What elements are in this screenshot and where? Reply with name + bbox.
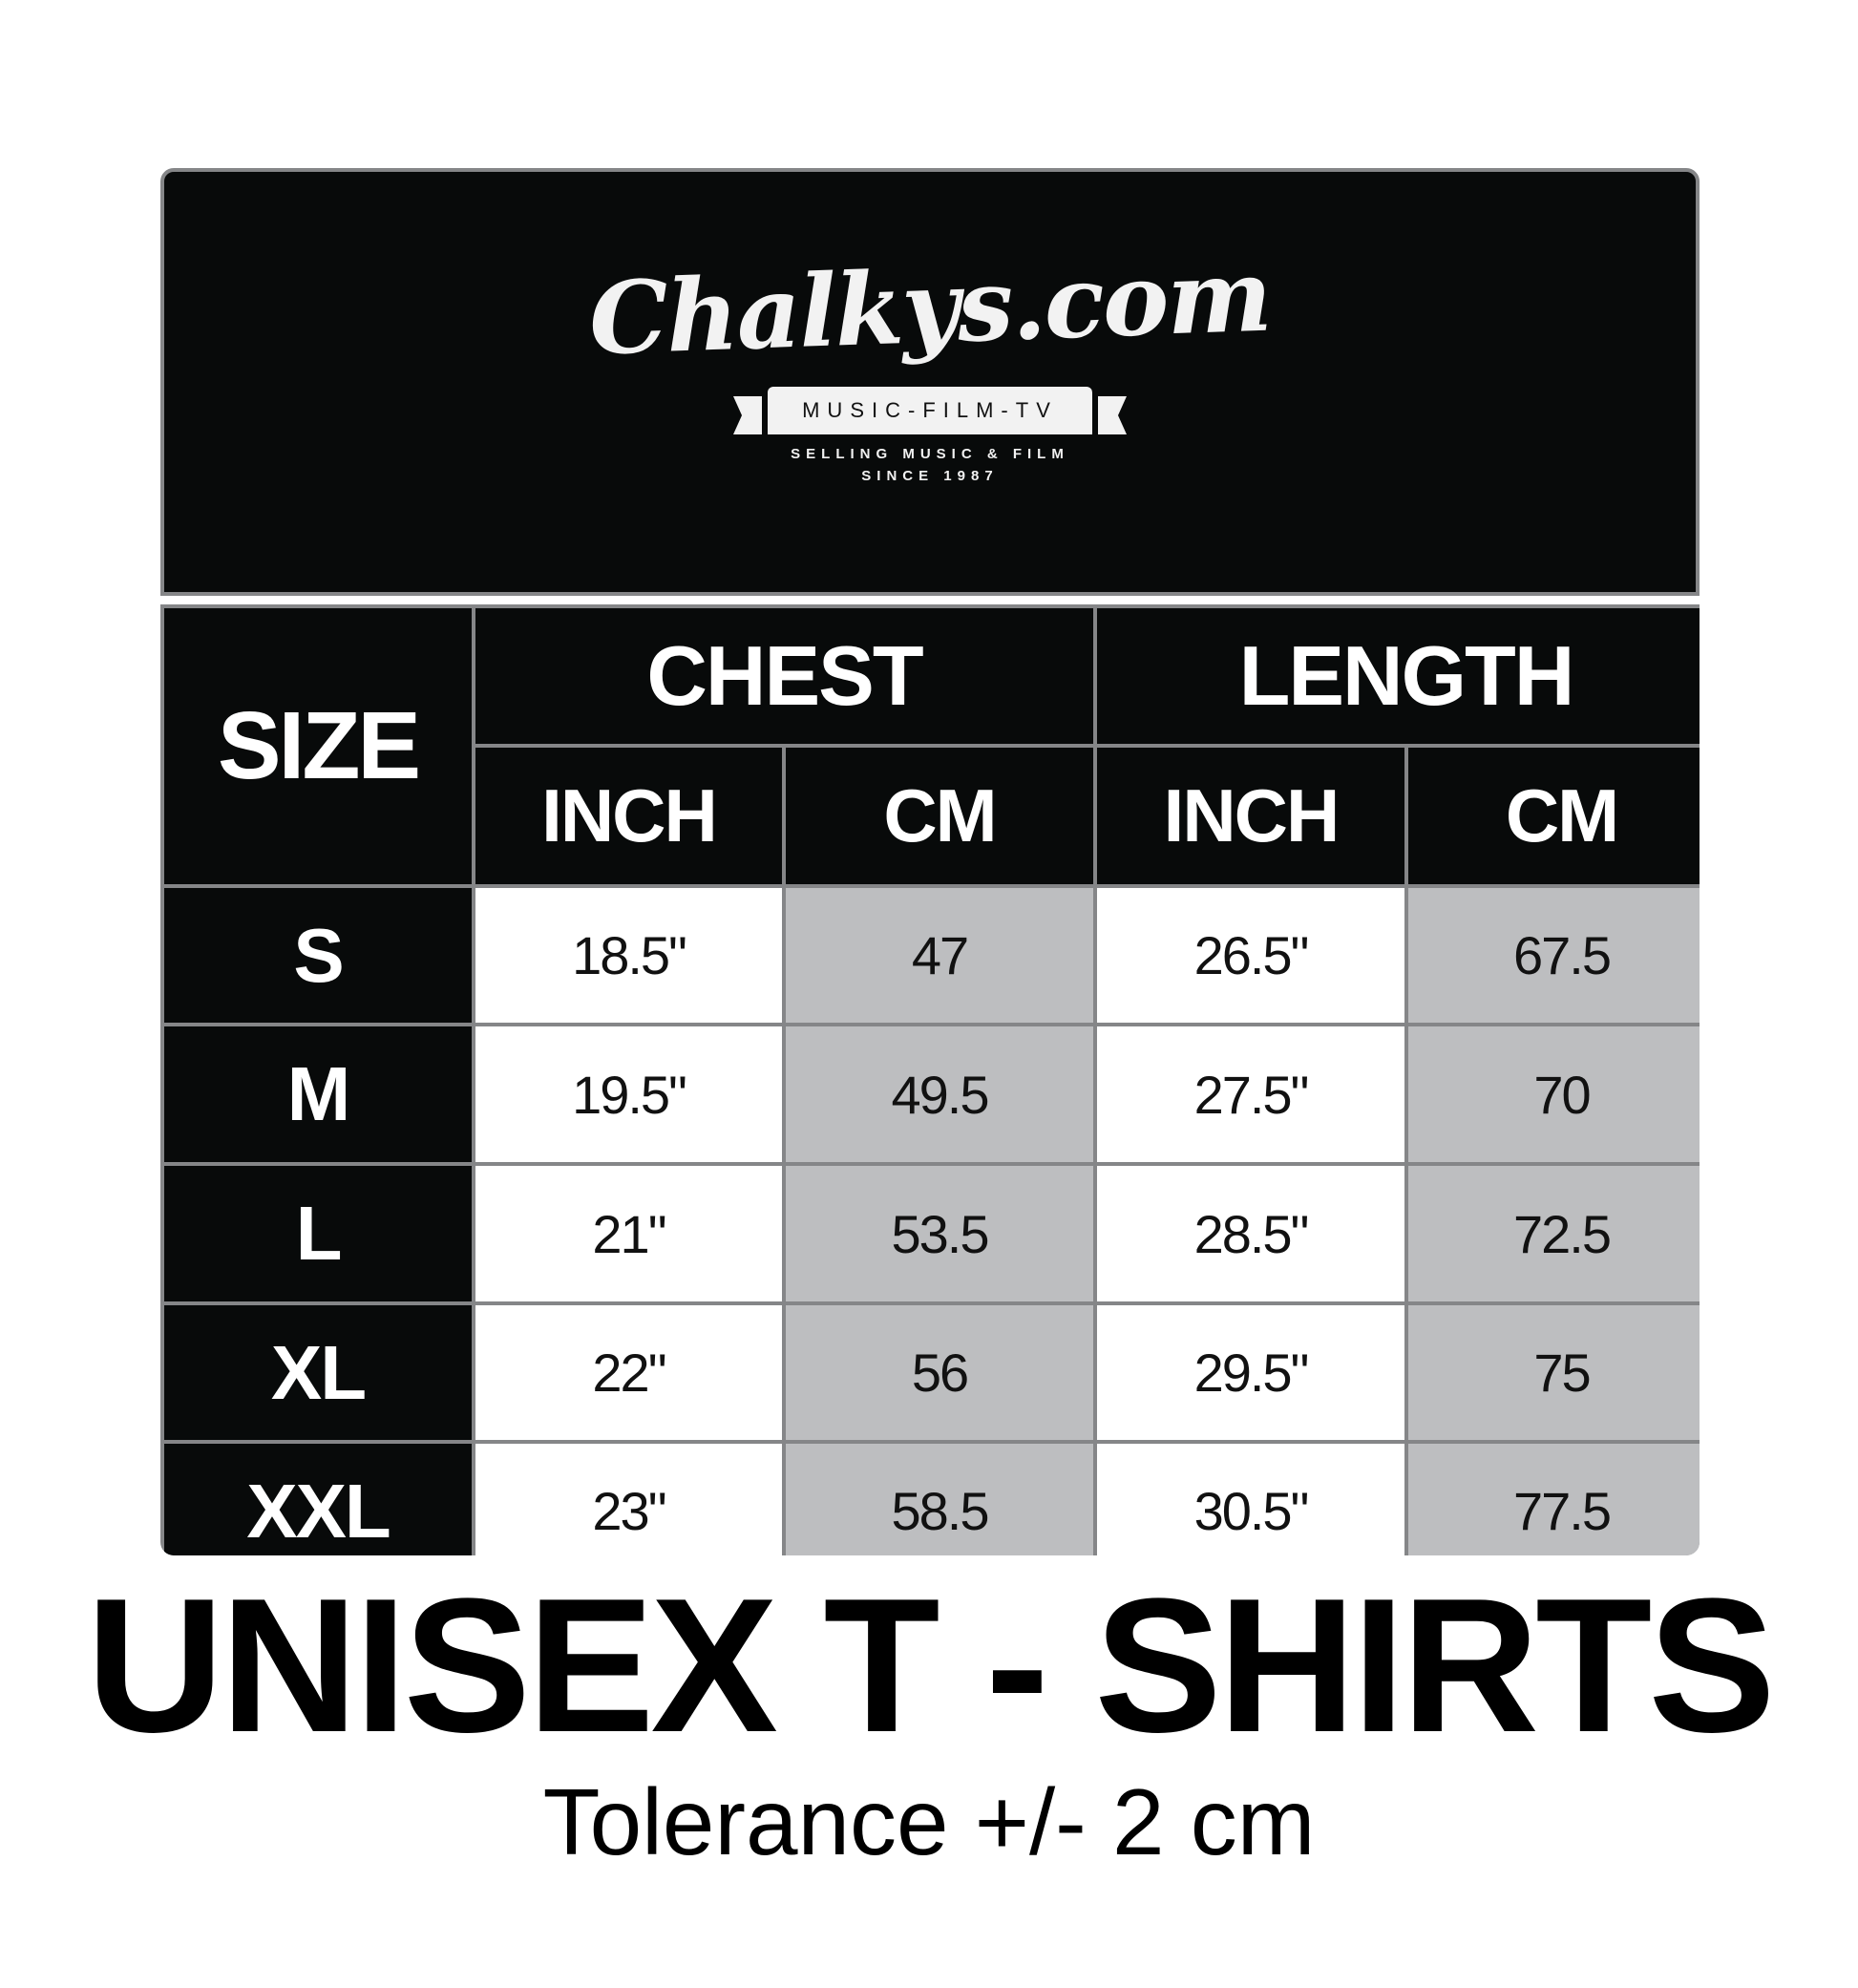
tolerance-note: Tolerance +/- 2 cm — [542, 1769, 1316, 1874]
chest-cm-header: CM — [786, 748, 1093, 884]
size-label: S — [164, 888, 472, 1023]
length-inch-cell: 26.5" — [1097, 888, 1404, 1023]
size-label: XXL — [164, 1444, 472, 1555]
chest-header: CHEST — [475, 608, 1093, 744]
chest-cm-cell: 56 — [786, 1305, 1093, 1440]
page-title: UNISEX T - SHIRTS — [86, 1559, 1776, 1772]
length-cm-header: CM — [1408, 748, 1700, 884]
length-cm-cell: 75 — [1408, 1305, 1700, 1440]
length-cm-cell: 67.5 — [1408, 888, 1700, 1023]
length-cm-cell: 77.5 — [1408, 1444, 1700, 1555]
chest-inch-header: INCH — [475, 748, 782, 884]
chest-cm-cell: 49.5 — [786, 1026, 1093, 1162]
chest-inch-cell: 21" — [475, 1166, 782, 1301]
chest-inch-cell: 23" — [475, 1444, 782, 1555]
length-cm-cell: 70 — [1408, 1026, 1700, 1162]
size-chart-table: SIZE CHEST LENGTH INCH CM INCH CM S 18.5"… — [160, 604, 1700, 1555]
logo-tagline: SELLING MUSIC & FILM — [791, 446, 1069, 462]
length-inch-header: INCH — [1097, 748, 1404, 884]
length-inch-cell: 28.5" — [1097, 1166, 1404, 1301]
length-inch-cell: 30.5" — [1097, 1444, 1404, 1555]
size-header: SIZE — [164, 608, 472, 884]
logo-panel: Chalkys.com MUSIC-FILM-TV SELLING MUSIC … — [160, 168, 1700, 596]
length-inch-cell: 27.5" — [1097, 1026, 1404, 1162]
size-label: M — [164, 1026, 472, 1162]
chest-inch-cell: 19.5" — [475, 1026, 782, 1162]
logo-wordmark: Chalkys.com — [587, 236, 1273, 378]
chest-cm-cell: 58.5 — [786, 1444, 1093, 1555]
logo-since: SINCE 1987 — [861, 468, 999, 484]
chest-cm-cell: 53.5 — [786, 1166, 1093, 1301]
logo-banner: MUSIC-FILM-TV — [768, 387, 1092, 434]
length-cm-cell: 72.5 — [1408, 1166, 1700, 1301]
chest-inch-cell: 22" — [475, 1305, 782, 1440]
size-label: L — [164, 1166, 472, 1301]
chest-cm-cell: 47 — [786, 888, 1093, 1023]
length-inch-cell: 29.5" — [1097, 1305, 1404, 1440]
brand-logo: Chalkys.com MUSIC-FILM-TV SELLING MUSIC … — [164, 237, 1696, 484]
size-label: XL — [164, 1305, 472, 1440]
chest-inch-cell: 18.5" — [475, 888, 782, 1023]
length-header: LENGTH — [1097, 608, 1700, 744]
